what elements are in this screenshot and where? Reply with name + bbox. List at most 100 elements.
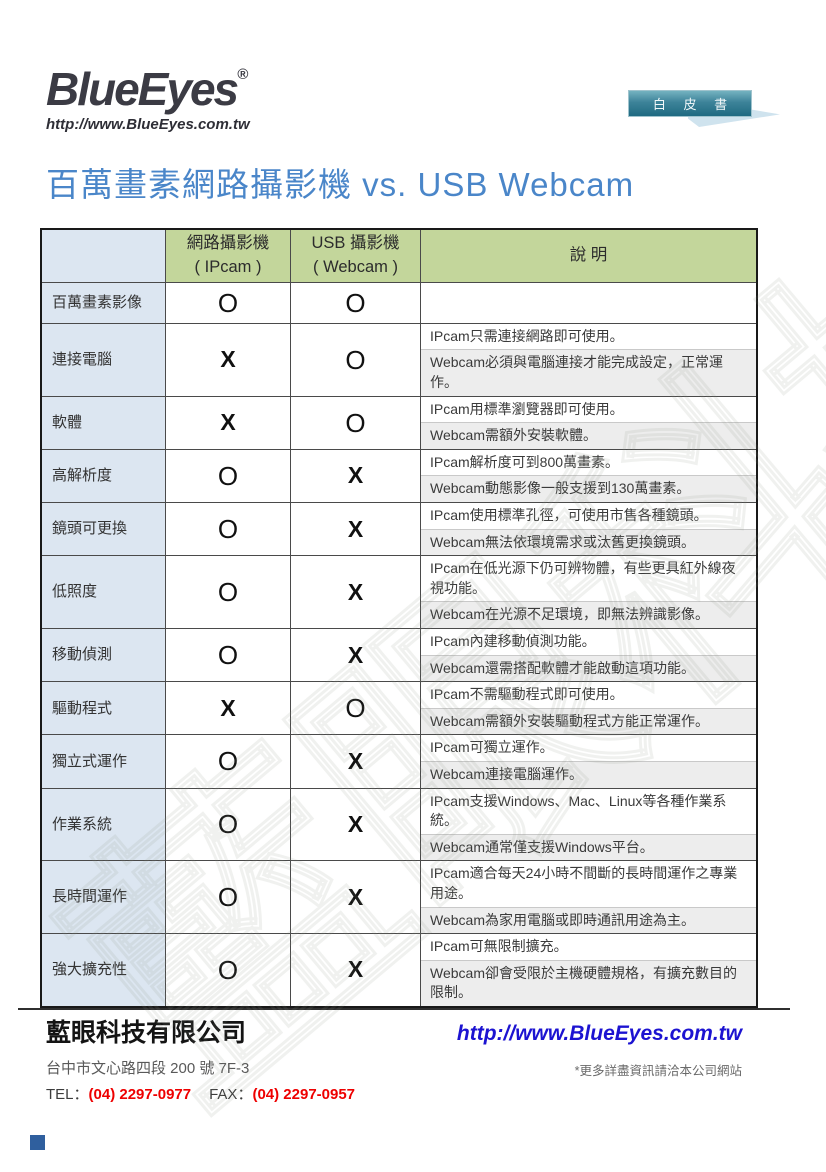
webcam-mark-cell: X <box>291 503 421 556</box>
yes-mark: O <box>217 287 239 318</box>
yes-mark: O <box>345 287 366 318</box>
desc-cell: IPcam解析度可到800萬畫素。 Webcam動態影像一般支援到130萬畫素。 <box>421 450 756 502</box>
header-ipcam-line1: 網路攝影機 <box>186 234 270 252</box>
webcam-mark-cell: O <box>291 323 421 396</box>
yes-mark: O <box>345 693 366 724</box>
no-mark: X <box>220 694 236 721</box>
header-ipcam-cell: 網路攝影機 ( IPcam ) <box>166 230 291 282</box>
table-body: 百萬畫素影像 O O 連接電腦 X O IPcam只需連接網路即可使用。 Webcam必須與電… <box>42 282 756 1006</box>
company-address: 台中市文心路四段 200 號 7F-3 <box>46 1060 250 1077</box>
yes-mark: O <box>217 809 239 840</box>
tel-number: (04) 2297-0977 <box>88 1086 192 1103</box>
desc-cell: IPcam使用標準孔徑，可使用市售各種鏡頭。 Webcam無法依環境需求或汰舊更換… <box>421 503 756 556</box>
company-phone-line: TEL：(04) 2297-0977 FAX：(04) 2297-0957 <box>46 1083 355 1104</box>
header-webcam-cell: USB 攝影機 ( Webcam ) <box>291 230 421 282</box>
logo-wordmark: BlueEyes® <box>46 66 250 112</box>
fax-label: FAX： <box>209 1086 253 1103</box>
yes-mark: O <box>217 514 239 545</box>
desc-line: IPcam內建移動偵測功能。 <box>430 632 596 649</box>
ipcam-mark-cell: O <box>166 735 291 788</box>
webcam-mark-cell: X <box>291 788 421 861</box>
fax-number: (04) 2297-0957 <box>252 1086 356 1103</box>
desc-line <box>421 283 756 323</box>
table-row: 強大擴充性 O X IPcam可無限制擴充。 Webcam卻會受限於主機硬體規格，有擴充… <box>42 934 756 1006</box>
desc-cell: IPcam只需連接網路即可使用。 Webcam必須與電腦連接才能完成設定，正常運作… <box>421 324 756 396</box>
ipcam-mark-cell: O <box>166 556 291 628</box>
desc-line: Webcam為家用電腦或即時通訊用途為主。 <box>421 906 756 934</box>
desc-line: Webcam還需搭配軟體才能啟動這項功能。 <box>421 654 756 682</box>
desc-line: Webcam卻會受限於主機硬體規格，有擴充數目的限制。 <box>421 959 756 1006</box>
table-row: 鏡頭可更換 O X IPcam使用標準孔徑，可使用市售各種鏡頭。 Webcam無法依環境… <box>42 503 756 557</box>
desc-cell: IPcam可無限制擴充。 Webcam卻會受限於主機硬體規格，有擴充數目的限制。 <box>421 934 756 1006</box>
webcam-mark-cell: X <box>291 628 421 682</box>
no-mark: X <box>347 956 364 983</box>
desc-line: Webcam無法依環境需求或汰舊更換鏡頭。 <box>421 528 756 556</box>
desc-line: IPcam在低光源下仍可辨物體，有些更具紅外線夜視功能。 <box>430 560 736 596</box>
header-feature-cell <box>42 230 166 282</box>
desc-line: IPcam只需連接網路即可使用。 <box>430 327 624 344</box>
ipcam-mark-cell: O <box>166 503 291 556</box>
ipcam-mark-cell: O <box>166 861 291 934</box>
yes-mark: O <box>345 344 366 375</box>
ipcam-mark-cell: O <box>166 282 291 323</box>
yes-mark: O <box>217 460 239 491</box>
desc-line: IPcam支援Windows、Mac、Linux等各種作業系統。 <box>430 792 727 829</box>
page-title: 百萬畫素網路攝影機 vs. USB Webcam <box>46 166 635 203</box>
table-row: 低照度 O X IPcam在低光源下仍可辨物體，有些更具紅外線夜視功能。 Webcam在… <box>42 556 756 629</box>
table-row: 連接電腦 X O IPcam只需連接網路即可使用。 Webcam必須與電腦連接才能完成設… <box>42 323 756 397</box>
whitepaper-badge: 白 皮 書 <box>628 90 752 117</box>
table-row: 作業系統 O X IPcam支援Windows、Mac、Linux等各種作業系統。 We… <box>42 788 756 862</box>
footer-divider <box>18 1008 790 1010</box>
footer-url[interactable]: http://www.BlueEyes.com.tw <box>456 1022 742 1045</box>
ipcam-mark-cell: O <box>166 628 291 682</box>
feature-cell: 強大擴充性 <box>42 934 166 1006</box>
desc-cell: IPcam內建移動偵測功能。 Webcam還需搭配軟體才能啟動這項功能。 <box>421 629 756 682</box>
ipcam-mark-cell: O <box>166 449 291 502</box>
desc-line: IPcam使用標準孔徑，可使用市售各種鏡頭。 <box>430 507 708 523</box>
no-mark: X <box>220 346 236 373</box>
desc-line: Webcam通常僅支援Windows平台。 <box>421 833 756 861</box>
feature-cell: 長時間運作 <box>42 861 166 934</box>
yes-mark: O <box>217 746 239 777</box>
yes-mark: O <box>217 954 239 985</box>
footer-note: *更多詳盡資訊請洽本公司網站 <box>574 1064 742 1078</box>
no-mark: X <box>347 578 364 605</box>
company-name: 藍眼科技有限公司 <box>46 1019 247 1047</box>
desc-line: IPcam不需驅動程式即可使用。 <box>430 686 624 703</box>
no-mark: X <box>220 409 236 436</box>
no-mark: X <box>347 462 364 489</box>
yes-mark: O <box>345 407 366 438</box>
ipcam-mark-cell: O <box>166 788 291 861</box>
footer-company-block: 藍眼科技有限公司 台中市文心路四段 200 號 7F-3 TEL：(04) 22… <box>46 1018 355 1104</box>
header-ipcam-line2: ( IPcam ) <box>194 257 262 276</box>
desc-line: Webcam需額外安裝軟體。 <box>421 422 756 449</box>
webcam-mark-cell: X <box>291 934 421 1006</box>
tel-label: TEL： <box>46 1086 89 1103</box>
header-webcam-line2: ( Webcam ) <box>313 257 398 276</box>
feature-cell: 低照度 <box>42 556 166 628</box>
desc-line: IPcam解析度可到800萬畫素。 <box>430 453 620 470</box>
feature-cell: 高解析度 <box>42 449 166 502</box>
table-row: 高解析度 O X IPcam解析度可到800萬畫素。 Webcam動態影像一般支援到13… <box>42 449 756 503</box>
desc-line: IPcam可獨立運作。 <box>430 739 554 756</box>
feature-cell: 鏡頭可更換 <box>42 503 166 556</box>
webcam-mark-cell: O <box>291 282 421 323</box>
header-desc-cell: 說 明 <box>421 230 756 282</box>
webcam-mark-cell: X <box>291 735 421 788</box>
desc-cell: IPcam支援Windows、Mac、Linux等各種作業系統。 Webcam通常… <box>421 789 756 861</box>
desc-line: IPcam適合每天24小時不間斷的長時間運作之專業用途。 <box>430 865 738 901</box>
registered-trademark-icon: ® <box>237 66 249 83</box>
table-row: 軟體 X O IPcam用標準瀏覽器即可使用。 Webcam需額外安裝軟體。 <box>42 396 756 450</box>
table-row: 獨立式運作 O X IPcam可獨立運作。 Webcam連接電腦運作。 <box>42 735 756 789</box>
desc-line: Webcam需額外安裝驅動程式方能正常運作。 <box>421 707 756 735</box>
no-mark: X <box>347 747 364 774</box>
logo-url[interactable]: http://www.BlueEyes.com.tw <box>46 116 250 133</box>
desc-cell: IPcam在低光源下仍可辨物體，有些更具紅外線夜視功能。 Webcam在光源不足環… <box>421 556 756 628</box>
table-row: 長時間運作 O X IPcam適合每天24小時不間斷的長時間運作之專業用途。 Webca… <box>42 861 756 935</box>
comparison-table: 網路攝影機 ( IPcam ) USB 攝影機 ( Webcam ) 說 明 百… <box>40 228 758 1008</box>
table-row: 移動偵測 O X IPcam內建移動偵測功能。 Webcam還需搭配軟體才能啟動這項功能… <box>42 628 756 683</box>
table-header-row: 網路攝影機 ( IPcam ) USB 攝影機 ( Webcam ) 說 明 <box>42 230 756 283</box>
ipcam-mark-cell: X <box>166 396 291 449</box>
desc-line: Webcam必須與電腦連接才能完成設定，正常運作。 <box>421 349 756 396</box>
page-marker-square <box>30 1135 45 1150</box>
